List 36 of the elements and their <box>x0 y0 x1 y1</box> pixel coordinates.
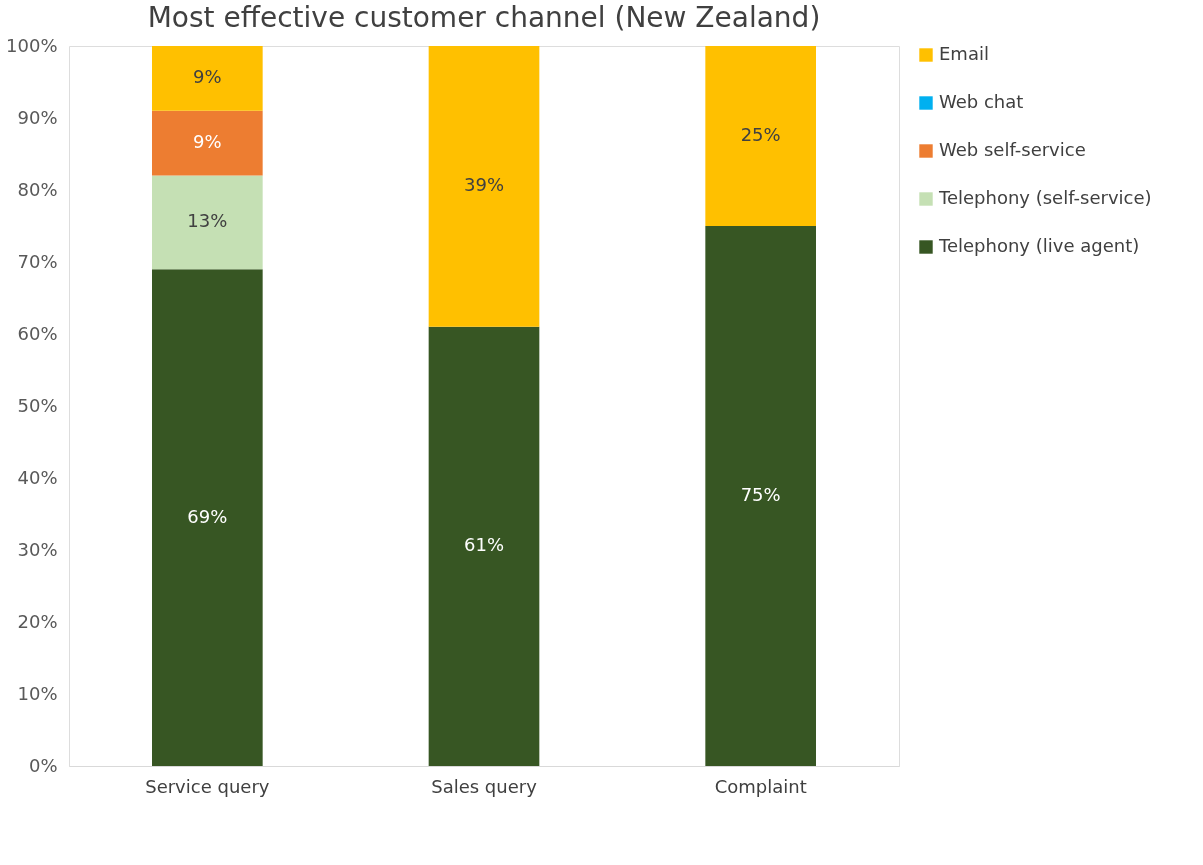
data-label: 9% <box>193 66 222 88</box>
y-tick-label: 10% <box>17 682 58 704</box>
x-tick-label: Service query <box>145 775 270 797</box>
bar <box>428 326 540 766</box>
y-tick-label: 30% <box>17 538 58 560</box>
bar <box>152 175 263 270</box>
data-label: 39% <box>463 174 505 196</box>
bar <box>152 110 263 176</box>
bar <box>152 46 263 111</box>
y-tick-label: 80% <box>17 178 58 200</box>
bar <box>705 226 816 766</box>
bar <box>428 46 540 327</box>
data-label: 25% <box>740 124 781 145</box>
legend-label: Web chat <box>939 91 1024 112</box>
data-label: 69% <box>187 505 228 527</box>
legend-label: Email <box>939 43 989 64</box>
legend-label: Telephony (live agent) <box>938 235 1140 256</box>
y-tick-label: 20% <box>17 610 58 632</box>
chart-title: Most effective customer channel (New Zealand) <box>147 1 821 34</box>
x-tick-label: Sales query <box>431 775 538 797</box>
y-tick-label: 100% <box>6 34 58 56</box>
y-tick-label: 0% <box>28 754 58 776</box>
legend-label: Telephony (self-service) <box>938 187 1152 208</box>
y-tick-label: 50% <box>17 394 58 416</box>
y-tick-label: 60% <box>17 322 58 344</box>
y-tick-label: 90% <box>17 106 58 128</box>
y-tick-label: 70% <box>17 250 58 272</box>
x-tick-label: Complaint <box>714 775 807 797</box>
legend-label: Web self-service <box>939 139 1086 160</box>
bar <box>152 269 263 766</box>
data-label: 9% <box>193 131 222 153</box>
bar <box>705 46 816 226</box>
data-label: 75% <box>740 484 781 505</box>
y-tick-label: 40% <box>17 466 58 488</box>
data-label: 61% <box>463 534 505 556</box>
data-label: 13% <box>187 210 228 232</box>
